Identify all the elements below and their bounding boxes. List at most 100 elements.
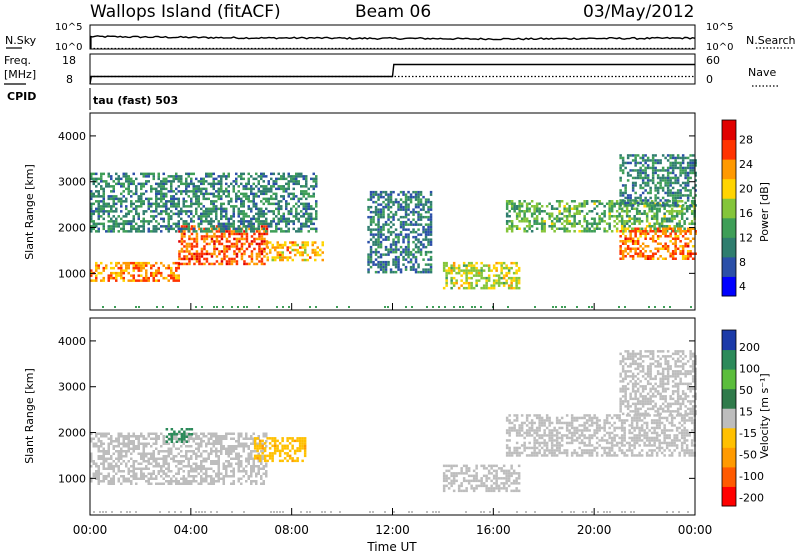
heatmap-cell-5 (462, 281, 466, 285)
heatmap-cell-1 (230, 242, 234, 246)
heatmap-cell-3 (147, 180, 150, 183)
heatmap-cell-1 (180, 435, 184, 438)
heatmap-cell-3 (217, 192, 220, 196)
heatmap-cell-3 (270, 197, 273, 201)
heatmap-cell-3 (492, 474, 496, 478)
heatmap-cell-6 (633, 207, 636, 210)
ground-scatter-cell (258, 306, 260, 308)
heatmap-cell-3 (210, 225, 213, 228)
heatmap-cell-3 (127, 210, 130, 213)
heatmap-cell-3 (260, 177, 263, 181)
heatmap-cell-3 (220, 177, 223, 181)
heatmap-cell-5 (507, 266, 511, 270)
heatmap-cell-6 (595, 225, 599, 228)
heatmap-cell-3 (247, 172, 250, 176)
heatmap-cell-8 (626, 154, 630, 157)
heatmap-cell-4 (520, 434, 524, 437)
heatmap-cell-3 (232, 222, 235, 226)
heatmap-cell-5 (452, 276, 456, 280)
heatmap-cell-0 (237, 470, 240, 473)
heatmap-cell-7 (619, 257, 622, 260)
heatmap-cell-0 (215, 455, 218, 458)
heatmap-cell-0 (115, 274, 118, 277)
heatmap-cell-2 (258, 457, 262, 460)
ground-scatter-cell (138, 306, 140, 308)
heatmap-cell-3 (170, 180, 173, 183)
heatmap-cell-0 (132, 266, 135, 270)
heatmap-cell-4 (384, 235, 388, 239)
heatmap-cell-3 (300, 172, 303, 176)
heatmap-cell-3 (495, 484, 498, 488)
heatmap-cell-0 (162, 470, 165, 473)
heatmap-cell-6 (525, 230, 529, 233)
heatmap-cell-6 (625, 222, 629, 225)
heatmap-cell-6 (515, 205, 519, 208)
heatmap-cell-3 (182, 205, 185, 208)
heatmap-cell-3 (142, 175, 145, 178)
heatmap-cell-4 (374, 253, 378, 256)
heatmap-cell-1 (180, 250, 184, 253)
heatmap-cell-4 (374, 250, 378, 254)
heatmap-cell-3 (102, 205, 105, 208)
heatmap-cell-3 (132, 207, 135, 211)
heatmap-cell-6 (510, 222, 514, 225)
heatmap-cell-1 (195, 250, 199, 253)
heatmap-cell-8 (676, 189, 680, 192)
heatmap-cell-3 (187, 172, 190, 176)
heatmap-cell-3 (227, 202, 230, 206)
heatmap-cell-1 (235, 242, 239, 246)
heatmap-cell-5 (500, 281, 503, 285)
heatmap-cell-0 (265, 462, 268, 465)
heatmap-cell-2 (266, 258, 269, 262)
heatmap-cell-3 (505, 477, 508, 480)
heatmap-cell-8 (689, 159, 692, 162)
heatmap-cell-0 (107, 274, 110, 277)
heatmap-cell-3 (110, 220, 113, 223)
heatmap-cell-3 (280, 175, 283, 178)
heatmap-cell-7 (641, 247, 645, 250)
heatmap-cell-0 (155, 457, 158, 460)
heatmap-cell-0 (132, 432, 135, 435)
heatmap-cell-3 (252, 225, 255, 228)
heatmap-cell-2 (289, 241, 292, 244)
heatmap-cell-0 (175, 274, 178, 277)
heatmap-cell-3 (255, 217, 258, 221)
heatmap-cell-3 (117, 177, 120, 181)
heatmap-cell-6 (520, 210, 524, 213)
heatmap-cell-5 (487, 286, 491, 290)
heatmap-cell-6 (678, 225, 681, 228)
heatmap-cell-8 (674, 176, 677, 180)
heatmap-cell-1 (203, 245, 206, 248)
heatmap-cell-3 (222, 192, 225, 196)
heatmap-cell-8 (689, 191, 692, 195)
heatmap-cell-7 (624, 227, 627, 230)
heatmap-cell-3 (97, 200, 100, 203)
heatmap-cell-2 (303, 452, 307, 455)
heatmap-cell-2 (304, 248, 307, 252)
heatmap-cell-2 (301, 459, 304, 463)
heatmap-cell-8 (661, 204, 665, 207)
heatmap-cell-4 (382, 270, 385, 274)
heatmap-cell-3 (190, 205, 193, 208)
heatmap-cell-0 (192, 440, 195, 443)
heatmap-cell-6 (680, 215, 684, 218)
heatmap-cell-3 (242, 217, 245, 221)
heatmap-cell-3 (265, 197, 268, 201)
heatmap-cell-3 (215, 217, 218, 221)
ground-scatter-cell (384, 306, 386, 308)
heatmap-cell-0 (195, 457, 198, 460)
heatmap-cell-3 (460, 469, 463, 473)
heatmap-cell-8 (639, 186, 642, 190)
heatmap-cell-0 (172, 261, 175, 265)
heatmap-cell-0 (117, 467, 120, 470)
heatmap-cell-1 (228, 260, 231, 263)
heatmap-cell-3 (307, 195, 310, 198)
heatmap-cell-2 (271, 256, 274, 259)
velocity-heatmap-cells (90, 350, 697, 513)
heatmap-cell-0 (157, 271, 160, 275)
heatmap-cell-7 (634, 232, 637, 235)
heatmap-cell-3 (220, 202, 223, 206)
heatmap-cell-3 (152, 217, 155, 221)
heatmap-cell-0 (245, 480, 248, 483)
heatmap-cell-3 (172, 200, 175, 203)
